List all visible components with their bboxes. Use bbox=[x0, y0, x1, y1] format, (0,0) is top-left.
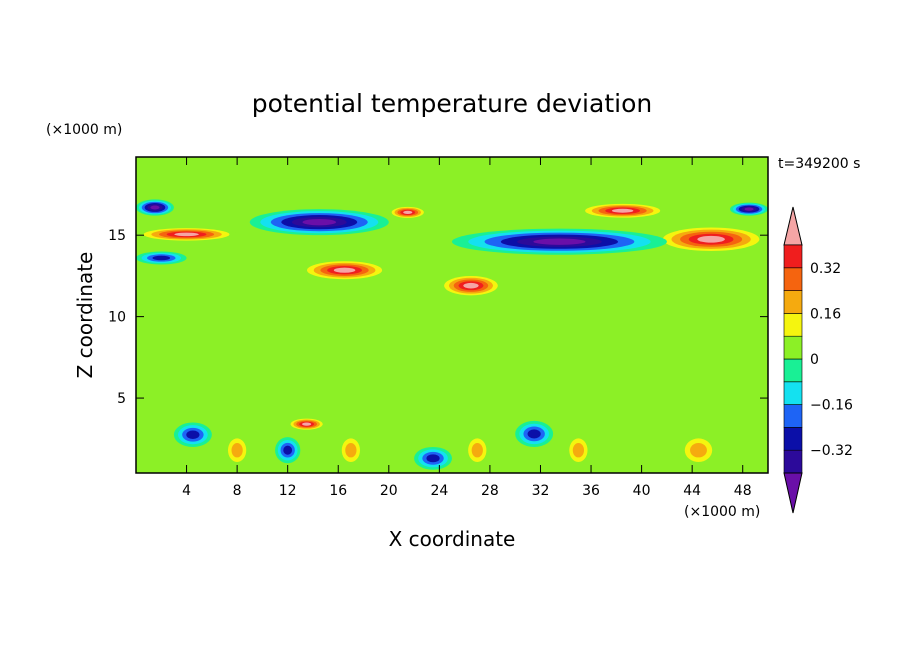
x-axis-ticks: 4 8 12 16 20 24 28 32 36 40 44 48 bbox=[182, 157, 752, 499]
field-background bbox=[136, 157, 768, 473]
contour-band bbox=[283, 445, 293, 455]
colorbar-label: −0.16 bbox=[810, 398, 853, 414]
time-label: t=349200 s bbox=[778, 156, 860, 172]
colorbar-segment bbox=[783, 449, 803, 474]
y-axis-unit: (×1000 m) bbox=[46, 122, 122, 138]
x-tick-label: 44 bbox=[683, 483, 701, 499]
colorbar-label: −0.32 bbox=[810, 443, 853, 459]
x-tick-label: 40 bbox=[633, 483, 651, 499]
x-tick-label: 24 bbox=[430, 483, 448, 499]
colorbar-segment bbox=[783, 381, 803, 405]
contour-band bbox=[611, 208, 634, 213]
contour-field bbox=[136, 157, 768, 473]
colorbar-segment bbox=[783, 244, 803, 269]
x-tick-label: 48 bbox=[734, 483, 752, 499]
contour-band bbox=[345, 442, 357, 458]
contour-band bbox=[231, 442, 243, 458]
contour-band bbox=[152, 255, 171, 261]
contour-band bbox=[186, 430, 200, 439]
x-tick-label: 12 bbox=[279, 483, 297, 499]
contour-band bbox=[527, 429, 541, 439]
colorbar: 0.32 0.16 0 −0.16 −0.32 bbox=[783, 206, 853, 514]
contour-band bbox=[463, 282, 479, 289]
y-axis-label: Z coordinate bbox=[73, 252, 97, 379]
x-tick-label: 8 bbox=[233, 483, 242, 499]
contour-band bbox=[403, 210, 413, 214]
colorbar-segment bbox=[783, 290, 803, 314]
x-tick-label: 16 bbox=[329, 483, 347, 499]
contour-band bbox=[174, 232, 199, 237]
contour-band bbox=[302, 422, 312, 426]
colorbar-lower-extend bbox=[783, 472, 803, 514]
x-tick-label: 36 bbox=[582, 483, 600, 499]
colorbar-segment bbox=[783, 313, 803, 337]
contour-band bbox=[697, 235, 725, 243]
colorbar-segment bbox=[783, 427, 803, 451]
x-tick-label: 4 bbox=[182, 483, 191, 499]
y-tick-label: 15 bbox=[108, 228, 126, 244]
colorbar-label: 0 bbox=[810, 352, 819, 368]
x-axis-unit: (×1000 m) bbox=[684, 504, 760, 520]
colorbar-upper-extend bbox=[783, 206, 803, 246]
x-tick-label: 28 bbox=[481, 483, 499, 499]
contour-band bbox=[533, 238, 586, 245]
x-tick-label: 32 bbox=[532, 483, 550, 499]
y-tick-label: 10 bbox=[108, 310, 126, 326]
colorbar-segment bbox=[783, 335, 803, 360]
y-tick-label: 5 bbox=[117, 391, 126, 407]
contour-band bbox=[690, 442, 707, 458]
y-axis-ticks: 5 10 15 bbox=[108, 228, 768, 407]
plot-frame bbox=[135, 156, 769, 474]
contour-band bbox=[572, 442, 585, 458]
contour-band bbox=[744, 207, 754, 211]
colorbar-label: 0.32 bbox=[810, 261, 841, 277]
colorbar-segment bbox=[783, 404, 803, 428]
x-tick-label: 20 bbox=[380, 483, 398, 499]
colorbar-segment bbox=[783, 267, 803, 291]
contour-band bbox=[150, 205, 160, 210]
contour-band bbox=[302, 218, 337, 226]
chart-title: potential temperature deviation bbox=[252, 89, 652, 118]
x-axis-label: X coordinate bbox=[389, 527, 516, 551]
contour-band bbox=[333, 267, 356, 273]
contour-band bbox=[471, 442, 483, 458]
colorbar-label: 0.16 bbox=[810, 306, 841, 322]
colorbar-segment bbox=[783, 358, 803, 383]
contour-band bbox=[426, 454, 440, 463]
